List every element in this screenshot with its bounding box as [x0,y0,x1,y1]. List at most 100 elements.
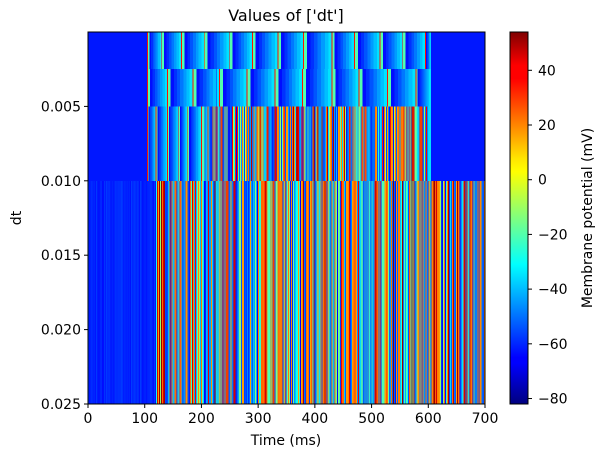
heatmap-cell [239,180,241,404]
heatmap-cell [189,180,191,404]
heatmap-cell [367,180,369,404]
heatmap-cells [88,32,485,404]
heatmap-cell [411,180,413,404]
heatmap-cell [217,106,219,181]
heatmap-cell [286,180,288,404]
heatmap-cell [294,106,296,181]
heatmap-cell [468,180,470,404]
heatmap-cell [165,106,168,181]
heatmap-cell [168,180,170,404]
heatmap-cell [347,106,349,181]
heatmap-cell [202,69,207,107]
heatmap-cell [409,106,411,181]
heatmap-cell [383,69,388,107]
heatmap-cell [187,180,189,404]
heatmap-cell [161,180,163,404]
heatmap-cell [152,180,154,404]
heatmap-cell [359,180,361,404]
heatmap-cell [385,106,387,181]
heatmap-cell [482,180,484,404]
heatmap-cell [147,106,149,181]
heatmap-cell [287,180,289,404]
colorbar: 40 20 0 −20 −40 −60 −80 Membrane potential (mV… [509,31,596,408]
heatmap-cell [398,106,400,181]
heatmap-cell [307,32,311,70]
heatmap-cell [378,106,380,181]
heatmap-cell [275,106,277,181]
heatmap-cell [230,106,232,181]
heatmap-cell [211,180,213,404]
heatmap-cell [449,180,451,404]
heatmap-cell [223,32,227,70]
heatmap-cell [211,106,213,181]
heatmap-cell [399,32,403,70]
heatmap-cell [182,180,184,404]
heatmap-cell [237,180,239,404]
heatmap-cell [233,180,235,404]
heatmap-cell [255,32,259,70]
heatmap-cell [367,106,369,181]
heatmap-cell [383,180,385,404]
x-tick-label: 700 [472,411,499,427]
heatmap-cell [204,106,206,181]
heatmap-cell [435,180,437,404]
heatmap-cell [334,180,336,404]
heatmap-cell [169,32,172,70]
heatmap-cell [385,180,387,404]
heatmap-cell [315,106,317,181]
heatmap-cell [209,69,213,107]
heatmap-cell [170,69,174,107]
heatmap-cell [376,106,378,181]
heatmap-cell [350,180,352,404]
heatmap-cell [118,180,120,404]
heatmap-cell [290,106,292,181]
heatmap-cell [160,106,162,181]
heatmap-cell [314,32,318,70]
heatmap-cell [398,69,402,107]
heatmap-cell [294,180,296,404]
heatmap-cell [281,69,286,107]
heatmap-cell [327,180,329,404]
heatmap-cell [343,32,347,70]
heatmap-cell [229,106,231,181]
heatmap-cell [166,180,168,404]
heatmap-cell [122,180,124,404]
colorbar-label: Membrane potential (mV) [580,128,596,308]
heatmap-cell [260,69,265,107]
heatmap-cell [220,32,224,70]
heatmap-cell [329,180,331,404]
heatmap-cell [471,180,473,404]
heatmap-cell [170,180,172,404]
heatmap-cell [192,69,197,107]
heatmap-cell [271,32,275,70]
heatmap-cell [290,180,292,404]
heatmap-cell [307,106,309,181]
heatmap-cell [326,106,328,181]
x-tick-label: 200 [188,411,215,427]
heatmap-cell [306,106,308,181]
heatmap-cell [348,32,352,70]
heatmap-cell [252,180,254,404]
heatmap-cell [421,106,423,181]
heatmap-cell [212,69,217,107]
heatmap-cell [145,180,147,404]
colorbar-ticks: 40 20 0 −20 −40 −60 −80 [528,63,568,408]
heatmap-cell [291,106,293,181]
heatmap-cell [346,180,348,404]
heatmap-cell [173,106,175,181]
heatmap-cell [155,106,157,181]
heatmap-cell [207,106,209,181]
heatmap-cell [295,106,297,181]
heatmap-cell [475,180,477,404]
heatmap-cell [405,69,409,107]
heatmap-cell [133,180,135,404]
heatmap-cell [123,180,125,404]
heatmap-cell [93,180,95,404]
heatmap-cell [333,180,335,404]
heatmap-cell [342,69,346,107]
heatmap-cell [429,69,432,107]
heatmap-cell [387,69,388,107]
heatmap-cell [287,106,289,181]
heatmap-cell [252,32,253,70]
heatmap-cell [229,32,233,70]
